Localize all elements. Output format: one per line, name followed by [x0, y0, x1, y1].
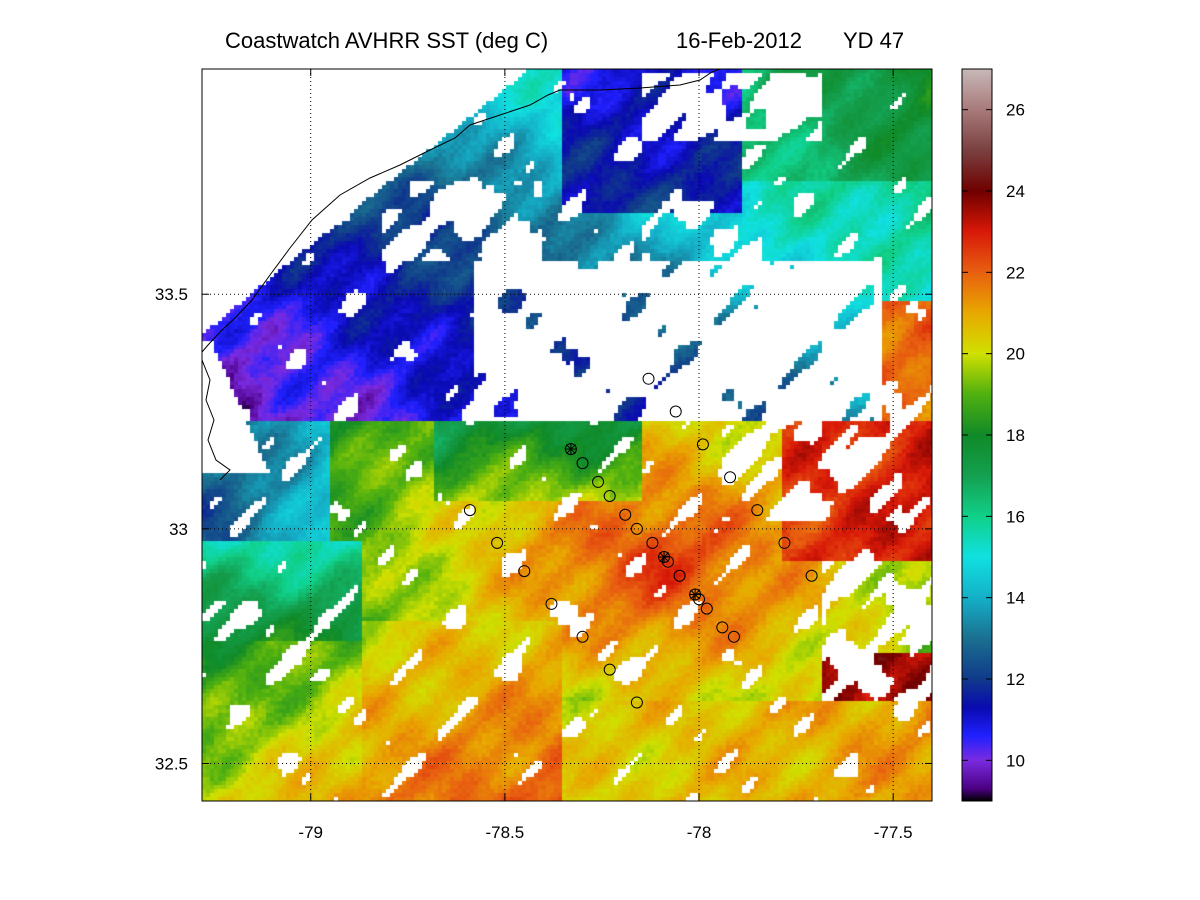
x-tick-label: -77.5 — [874, 823, 913, 842]
station-marker — [751, 504, 764, 517]
station-marker — [661, 555, 674, 568]
station-marker — [603, 490, 616, 502]
colorbar: 10 12 14 16 18 20 22 24 26 — [961, 68, 1025, 802]
station-marker — [700, 602, 713, 615]
y-tick-label: 32.5 — [155, 754, 188, 773]
y-tick-label: 33 — [169, 520, 188, 539]
plot-frame — [201, 68, 933, 802]
stations — [463, 372, 818, 709]
station-marker — [603, 663, 616, 676]
station-marker — [693, 593, 706, 606]
coastline-main — [202, 69, 721, 353]
coastline-inlet — [202, 359, 231, 481]
station-marker — [696, 438, 709, 451]
station-marker — [724, 471, 737, 484]
x-tick-label: -79 — [298, 823, 323, 842]
station-marker — [673, 569, 686, 582]
sst-field-image — [202, 69, 932, 801]
station-marker — [491, 536, 504, 549]
axes: -79 -78.5 -78 -77.5 33.5 33 32.5 — [155, 69, 932, 842]
station-marker — [716, 621, 729, 634]
station-marker — [630, 696, 643, 709]
station-marker — [545, 597, 558, 610]
figure-date: 16-Feb-2012 — [676, 28, 802, 53]
y-tick-label: 33.5 — [155, 285, 188, 304]
figure-title: Coastwatch AVHRR SST (deg C) — [225, 28, 549, 53]
colorbar-tick-label: 24 — [1006, 182, 1025, 201]
coastline — [202, 69, 721, 481]
station-marker — [630, 522, 643, 535]
colorbar-tick-label: 14 — [1006, 589, 1025, 608]
station-marker — [463, 504, 476, 517]
colorbar-tick-label: 22 — [1006, 263, 1025, 282]
station-marker — [592, 475, 605, 488]
station-marker — [646, 536, 659, 549]
station-marker — [727, 630, 740, 643]
colorbar-tick-label: 12 — [1006, 670, 1025, 689]
station-marker — [576, 630, 589, 643]
station-marker — [805, 569, 818, 582]
colorbar-tick-label: 18 — [1006, 426, 1025, 445]
x-tick-label: -78 — [687, 823, 712, 842]
station-star-marker — [689, 588, 702, 601]
colorbar-tick-label: 20 — [1006, 345, 1025, 364]
station-marker — [518, 565, 531, 578]
station-marker — [619, 508, 632, 521]
colorbar-tick-label: 16 — [1006, 507, 1025, 526]
colorbar-tick-label: 26 — [1006, 101, 1025, 120]
station-star-marker — [658, 551, 671, 563]
colorbar-tick-label: 10 — [1006, 751, 1025, 770]
sst-field — [202, 69, 932, 801]
station-marker — [669, 405, 682, 418]
station-marker — [576, 457, 589, 470]
figure-yearday: YD 47 — [843, 28, 905, 53]
station-marker — [778, 536, 791, 549]
station-star-marker — [564, 443, 577, 456]
x-tick-label: -78.5 — [485, 823, 524, 842]
station-marker — [642, 372, 655, 385]
grid-lines — [202, 69, 932, 801]
